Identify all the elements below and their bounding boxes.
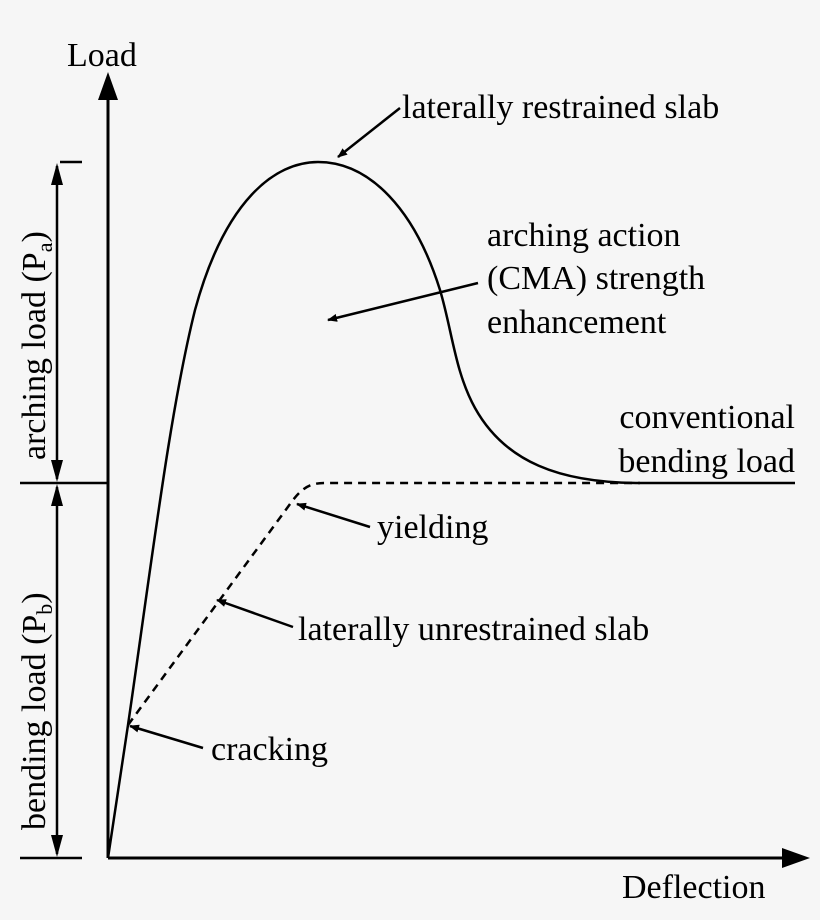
conventional-label-line1: conventional xyxy=(619,399,795,436)
unrestrained-slab-curve xyxy=(126,481,640,726)
arching-load-dimension xyxy=(51,163,63,482)
x-axis-arrowhead xyxy=(782,848,810,868)
cma-arrow xyxy=(327,281,479,322)
x-axis-label: Deflection xyxy=(622,869,766,906)
arching-load-label: arching load (Pa) xyxy=(16,231,57,460)
y-axis-arrowhead xyxy=(98,72,118,100)
unrestrained-slab-label: laterally unrestrained slab xyxy=(298,611,649,648)
unrestrained-arrow xyxy=(216,598,294,629)
restrained-slab-label: laterally restrained slab xyxy=(402,89,719,126)
cma-label-line3: enhancement xyxy=(487,304,667,341)
annotation-arrows xyxy=(129,107,479,750)
x-axis xyxy=(108,848,810,868)
cracking-arrow xyxy=(129,724,204,750)
restrained-arrow xyxy=(337,107,401,158)
bending-load-dimension xyxy=(51,484,63,857)
cma-label-line1: arching action xyxy=(487,217,681,254)
yielding-arrow xyxy=(296,502,371,529)
y-axis-label: Load xyxy=(67,37,137,74)
cma-label-line2: (CMA) strength xyxy=(487,260,705,297)
yielding-label: yielding xyxy=(377,509,488,546)
cracking-label: cracking xyxy=(211,731,328,768)
restrained-slab-curve xyxy=(106,160,795,859)
conventional-label-line2: bending load xyxy=(618,443,795,480)
load-ticks xyxy=(20,160,108,860)
y-axis xyxy=(98,72,118,858)
bending-load-label: bending load (Pb) xyxy=(16,592,57,830)
